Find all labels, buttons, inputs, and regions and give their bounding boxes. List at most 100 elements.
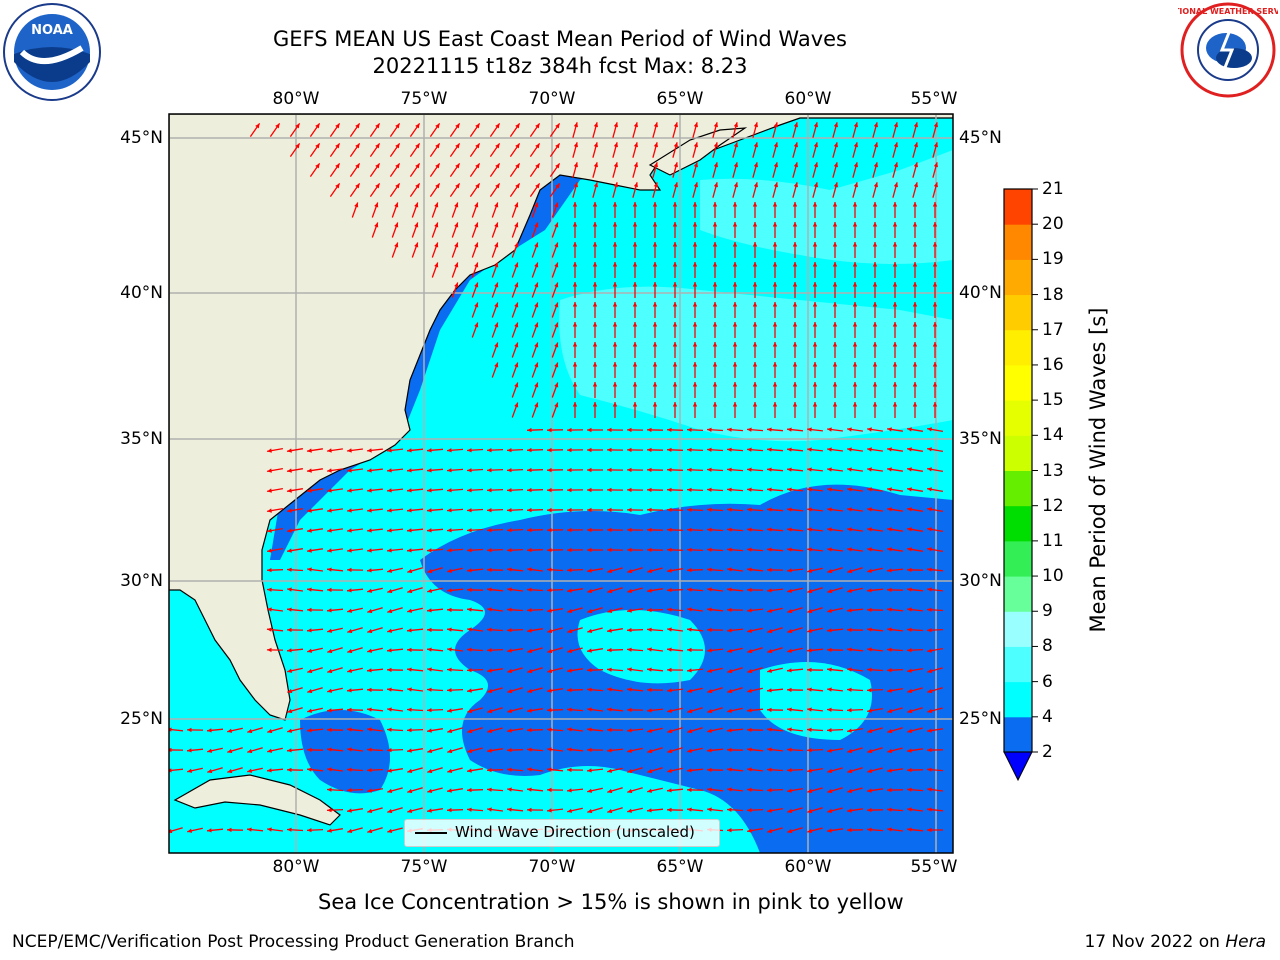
lon-label-bottom: 55°W xyxy=(910,857,958,877)
wave-direction-arrowhead xyxy=(514,402,519,408)
wave-direction-arrowhead xyxy=(627,808,632,813)
wave-direction-arrowhead xyxy=(613,182,618,188)
wave-direction-arrowhead xyxy=(827,768,833,773)
wave-direction-arrowhead xyxy=(514,202,519,208)
wave-direction-arrowhead xyxy=(787,467,792,472)
wave-direction-arrowhead xyxy=(554,202,559,208)
wave-direction-arrowhead xyxy=(653,162,658,168)
wave-direction-arrowhead xyxy=(872,242,878,247)
wave-direction-arrowhead xyxy=(547,547,552,553)
wave-direction-arrowhead xyxy=(587,788,593,793)
wave-direction-arrowhead xyxy=(307,528,312,533)
wave-direction-arrowhead xyxy=(687,647,692,653)
wave-direction-arrowhead xyxy=(475,163,480,169)
lat-label-right: 45°N xyxy=(959,128,1002,148)
wave-direction-arrowhead xyxy=(572,262,578,267)
wave-direction-arrowhead xyxy=(827,487,832,492)
colorbar-segment xyxy=(1004,400,1032,436)
wave-direction-arrowhead xyxy=(792,362,798,367)
wave-direction-arrowhead xyxy=(873,162,878,168)
wave-direction-arrowhead xyxy=(727,447,732,452)
wave-direction-arrowhead xyxy=(307,668,313,674)
wave-direction-arrowhead xyxy=(527,527,532,533)
wave-direction-arrowhead xyxy=(607,707,612,712)
wave-direction-arrowhead xyxy=(667,547,672,552)
wave-direction-arrowhead xyxy=(707,688,713,694)
wave-direction-arrowhead xyxy=(494,322,499,328)
wave-direction-arrowhead xyxy=(592,202,598,207)
wave-direction-arrowhead xyxy=(572,402,578,407)
wave-direction-arrowhead xyxy=(527,727,532,733)
wave-direction-arrowhead xyxy=(207,748,213,753)
wave-direction-arrowhead xyxy=(767,707,772,713)
wave-direction-arrowhead xyxy=(592,282,598,287)
wave-direction-arrowhead xyxy=(607,628,612,633)
wave-direction-arrowhead xyxy=(892,302,898,307)
wave-direction-arrowhead xyxy=(613,162,618,168)
wave-direction-arrowhead xyxy=(307,508,312,513)
wave-direction-arrowhead xyxy=(587,608,593,614)
wave-direction-arrowhead xyxy=(267,748,273,753)
wave-direction-arrowhead xyxy=(487,807,492,812)
wave-direction-arrowhead xyxy=(375,143,380,149)
wave-direction-arrowhead xyxy=(607,487,612,493)
wave-direction-arrowhead xyxy=(447,768,453,773)
wave-direction-arrowhead xyxy=(407,608,413,613)
wave-direction-arrowhead xyxy=(592,222,598,227)
wave-direction-arrowhead xyxy=(387,568,393,573)
wave-direction-arrowhead xyxy=(593,142,598,148)
wave-direction-arrowhead xyxy=(387,548,392,553)
wave-direction-arrowhead xyxy=(627,647,632,652)
wave-direction-arrowhead xyxy=(447,448,452,453)
wave-direction-arrowhead xyxy=(572,222,578,227)
wave-direction-arrowhead xyxy=(772,322,778,327)
wave-direction-arrowhead xyxy=(627,748,633,753)
wave-direction-arrowhead xyxy=(487,767,492,773)
wave-direction-arrowhead xyxy=(907,447,912,452)
wave-direction-arrowhead xyxy=(367,528,372,533)
wave-direction-arrowhead xyxy=(495,123,500,129)
wave-direction-arrowhead xyxy=(847,568,853,574)
wave-direction-arrowhead xyxy=(832,302,838,307)
wave-direction-arrowhead xyxy=(567,527,572,533)
wave-direction-arrowhead xyxy=(267,508,272,513)
wave-direction-arrowhead xyxy=(467,748,473,753)
wave-direction-arrowhead xyxy=(567,668,572,673)
wave-direction-arrowhead xyxy=(494,262,499,268)
wave-direction-arrowhead xyxy=(793,142,798,148)
wave-direction-arrowhead xyxy=(587,447,592,453)
wave-direction-arrowhead xyxy=(653,182,658,188)
wave-direction-arrowhead xyxy=(507,508,512,513)
wave-direction-arrowhead xyxy=(712,362,718,367)
wave-direction-arrowhead xyxy=(347,567,352,573)
wave-direction-arrowhead xyxy=(355,143,360,149)
wave-direction-arrowhead xyxy=(792,322,798,327)
wave-direction-arrowhead xyxy=(727,467,732,472)
wave-direction-arrowhead xyxy=(927,507,932,512)
wave-direction-arrowhead xyxy=(627,467,632,473)
wave-direction-arrowhead xyxy=(494,242,499,248)
wave-direction-arrowhead xyxy=(767,427,772,432)
wave-direction-arrowhead xyxy=(407,667,412,672)
wave-direction-arrowhead xyxy=(772,282,778,287)
wave-direction-arrowhead xyxy=(335,183,340,189)
wave-direction-arrowhead xyxy=(447,488,452,493)
wave-direction-arrowhead xyxy=(467,548,472,553)
arrow-legend: Wind Wave Direction (unscaled) xyxy=(404,819,720,847)
wave-direction-arrowhead xyxy=(807,588,813,594)
wave-direction-arrowhead xyxy=(667,507,672,512)
wave-direction-arrowhead xyxy=(847,507,852,512)
wave-direction-arrowhead xyxy=(567,628,573,634)
wave-direction-arrowhead xyxy=(514,242,519,248)
wave-direction-arrowhead xyxy=(612,402,618,407)
wave-direction-arrowhead xyxy=(355,183,360,189)
wave-direction-arrowhead xyxy=(647,527,652,533)
wave-direction-arrowhead xyxy=(415,123,420,129)
wave-direction-arrowhead xyxy=(394,222,399,228)
wave-direction-arrowhead xyxy=(687,787,692,793)
wave-direction-arrowhead xyxy=(227,768,233,774)
wave-direction-arrowhead xyxy=(367,727,372,732)
wave-direction-arrowhead xyxy=(747,648,753,654)
wave-direction-arrowhead xyxy=(387,748,392,753)
wave-direction-arrowhead xyxy=(527,547,532,553)
